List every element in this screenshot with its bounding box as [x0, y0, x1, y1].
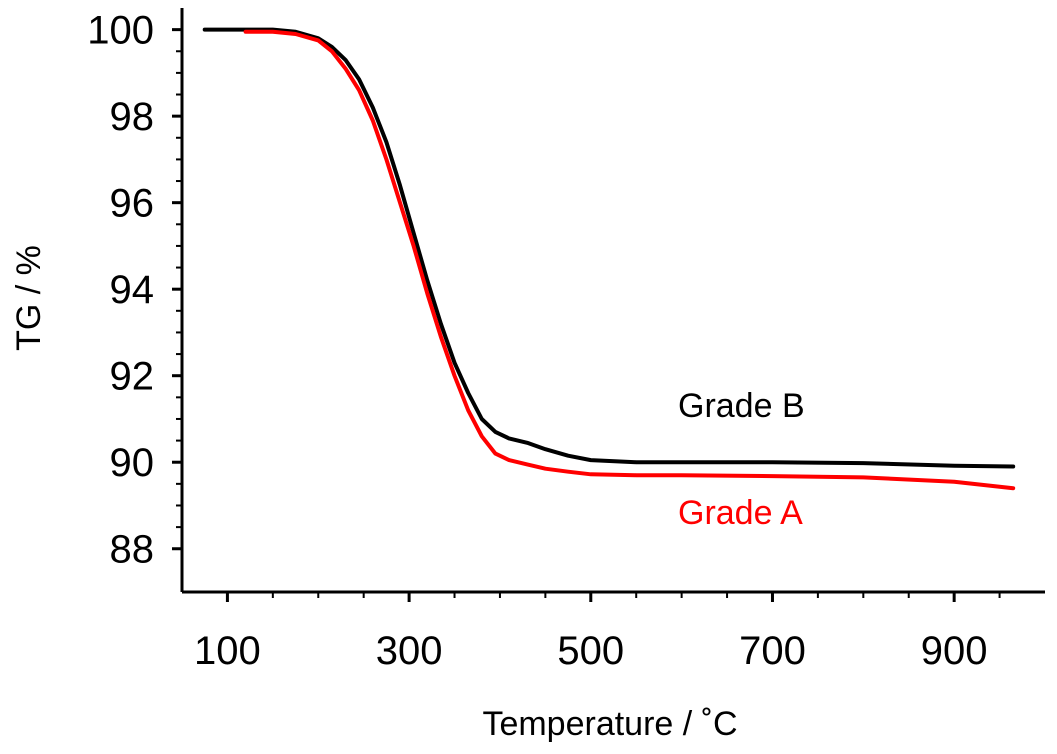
x-tick-label: 500	[557, 629, 624, 673]
x-tick-label: 700	[739, 629, 806, 673]
plot-area: 88 90 92 94 96 98 100 100 300 500 700 900	[87, 8, 1045, 673]
x-tick-label: 300	[376, 629, 443, 673]
series-line-grade-a	[243, 29, 1016, 491]
y-tick-label: 94	[110, 268, 155, 312]
series-label-grade-b: Grade B	[678, 387, 805, 425]
y-tick-label: 96	[110, 182, 155, 226]
y-tick-label: 100	[87, 9, 154, 53]
series-layer	[202, 27, 1016, 491]
series-line-grade-b	[202, 27, 1016, 469]
x-ticks: 100 300 500 700 900	[194, 592, 1001, 673]
y-tick-label: 90	[110, 441, 155, 485]
x-tick-label: 900	[921, 629, 988, 673]
y-tick-label: 92	[110, 355, 155, 399]
y-ticks: 88 90 92 94 96 98 100	[87, 9, 182, 572]
x-tick-label: 100	[194, 629, 261, 673]
series-label-grade-a: Grade A	[678, 494, 803, 532]
y-tick-label: 88	[110, 528, 155, 572]
x-axis-title: Temperature / ˚C	[482, 705, 737, 743]
y-tick-label: 98	[110, 95, 155, 139]
y-axis-title: TG / %	[10, 245, 48, 351]
